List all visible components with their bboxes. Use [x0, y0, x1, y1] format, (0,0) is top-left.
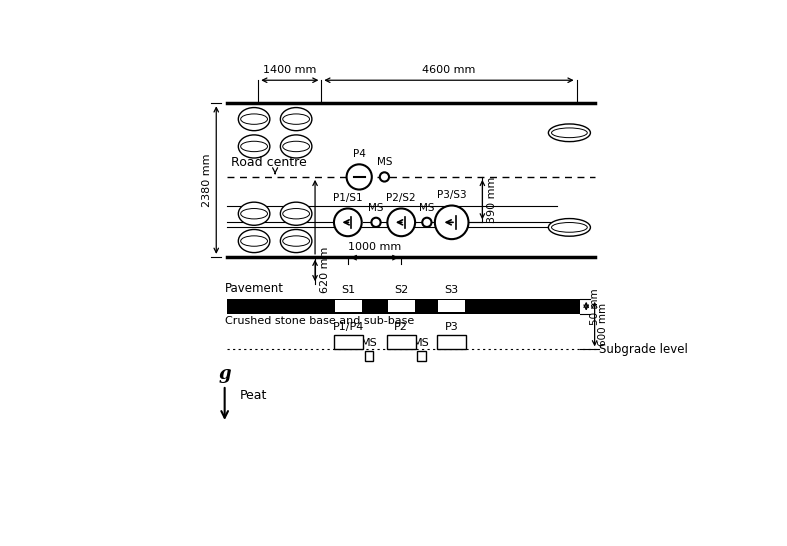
Text: S3: S3: [445, 286, 459, 295]
Text: P3: P3: [445, 323, 459, 333]
Text: P3/S3: P3/S3: [437, 191, 467, 200]
Circle shape: [380, 173, 389, 182]
Text: 600 mm: 600 mm: [598, 302, 608, 346]
Ellipse shape: [549, 218, 590, 236]
Text: 2380 mm: 2380 mm: [202, 153, 212, 207]
Text: S2: S2: [394, 286, 408, 295]
Ellipse shape: [283, 209, 309, 219]
Circle shape: [387, 209, 415, 236]
Ellipse shape: [552, 128, 587, 138]
Text: MS: MS: [360, 338, 377, 348]
Circle shape: [371, 218, 381, 227]
Ellipse shape: [549, 124, 590, 141]
Circle shape: [334, 209, 362, 236]
Text: Crushed stone base and sub-base: Crushed stone base and sub-base: [224, 316, 414, 325]
Ellipse shape: [238, 108, 270, 130]
Text: Subgrade level: Subgrade level: [599, 343, 688, 356]
Ellipse shape: [283, 141, 309, 152]
Text: P2: P2: [394, 323, 408, 333]
Ellipse shape: [280, 108, 312, 130]
Bar: [227, 299, 580, 313]
Text: P1/S1: P1/S1: [333, 193, 363, 204]
Circle shape: [346, 164, 371, 189]
Text: P1/P4: P1/P4: [333, 323, 364, 333]
Text: S1: S1: [342, 286, 356, 295]
Circle shape: [435, 205, 468, 239]
Text: P4: P4: [353, 149, 366, 159]
Text: 50 mm: 50 mm: [589, 288, 600, 324]
Bar: [437, 335, 467, 349]
Bar: [438, 300, 465, 312]
Text: P2/S2: P2/S2: [386, 193, 416, 204]
Text: 4600 mm: 4600 mm: [423, 65, 475, 75]
Bar: [335, 300, 362, 312]
Text: MS: MS: [413, 338, 430, 348]
Ellipse shape: [238, 202, 270, 225]
Ellipse shape: [241, 236, 268, 246]
Ellipse shape: [280, 202, 312, 225]
Circle shape: [423, 218, 431, 227]
Ellipse shape: [552, 223, 587, 232]
Text: 390 mm: 390 mm: [487, 176, 497, 223]
Ellipse shape: [241, 114, 268, 124]
Text: Peat: Peat: [239, 389, 267, 402]
Text: g: g: [218, 365, 231, 383]
Ellipse shape: [280, 135, 312, 158]
Bar: [387, 300, 415, 312]
Text: MS: MS: [419, 203, 434, 212]
Ellipse shape: [241, 141, 268, 152]
Ellipse shape: [280, 229, 312, 253]
Text: Road centre: Road centre: [231, 156, 307, 169]
Ellipse shape: [238, 135, 270, 158]
Text: MS: MS: [377, 157, 392, 167]
Bar: [364, 352, 373, 361]
Bar: [334, 335, 364, 349]
Text: Pavement: Pavement: [224, 282, 283, 295]
Ellipse shape: [283, 236, 309, 246]
Ellipse shape: [238, 229, 270, 253]
Bar: [386, 335, 416, 349]
Bar: [417, 352, 426, 361]
Ellipse shape: [241, 209, 268, 219]
Text: 1400 mm: 1400 mm: [263, 65, 316, 75]
Ellipse shape: [283, 114, 309, 124]
Text: 1000 mm: 1000 mm: [348, 242, 401, 252]
Text: 620 mm: 620 mm: [320, 247, 330, 293]
Text: MS: MS: [368, 203, 384, 212]
